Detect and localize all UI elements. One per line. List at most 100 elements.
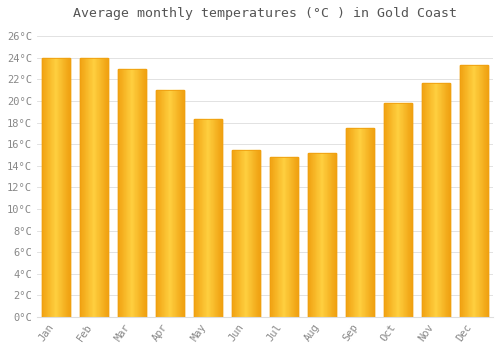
Bar [273,157,274,317]
Bar [58,58,59,317]
Bar [465,65,466,317]
Bar [320,153,321,317]
Bar [411,103,412,317]
Bar [435,83,436,317]
Bar [250,149,251,317]
Bar [477,65,478,317]
Bar [437,83,438,317]
Bar [333,153,334,317]
Bar [436,83,437,317]
Bar [368,128,369,317]
Bar [195,119,196,317]
Bar [100,58,102,317]
Bar [408,103,409,317]
Bar [462,65,463,317]
Bar [178,90,179,317]
Bar [240,149,241,317]
Bar [369,128,370,317]
Bar [86,58,87,317]
Bar [252,149,253,317]
Bar [331,153,332,317]
Bar [470,65,471,317]
Bar [42,58,70,317]
Bar [325,153,326,317]
Bar [140,69,141,317]
Bar [293,157,294,317]
Bar [479,65,480,317]
Bar [271,157,272,317]
Bar [244,149,245,317]
Bar [485,65,486,317]
Bar [66,58,67,317]
Bar [410,103,411,317]
Bar [167,90,168,317]
Bar [163,90,164,317]
Bar [324,153,325,317]
Bar [317,153,318,317]
Bar [194,119,222,317]
Bar [94,58,95,317]
Bar [447,83,448,317]
Bar [142,69,144,317]
Bar [366,128,367,317]
Bar [372,128,373,317]
Bar [463,65,464,317]
Bar [467,65,468,317]
Bar [471,65,472,317]
Bar [323,153,324,317]
Bar [102,58,103,317]
Bar [289,157,290,317]
Bar [57,58,58,317]
Bar [322,153,323,317]
Bar [291,157,292,317]
Bar [390,103,391,317]
Bar [157,90,158,317]
Bar [460,65,488,317]
Bar [60,58,61,317]
Bar [245,149,246,317]
Bar [349,128,350,317]
Bar [311,153,312,317]
Bar [384,103,412,317]
Bar [460,65,461,317]
Bar [251,149,252,317]
Bar [241,149,242,317]
Bar [128,69,129,317]
Bar [373,128,374,317]
Bar [282,157,283,317]
Bar [434,83,435,317]
Bar [428,83,429,317]
Bar [347,128,348,317]
Bar [232,149,260,317]
Bar [214,119,216,317]
Bar [294,157,295,317]
Bar [404,103,405,317]
Bar [164,90,166,317]
Bar [481,65,482,317]
Bar [444,83,445,317]
Bar [68,58,69,317]
Bar [364,128,365,317]
Bar [126,69,128,317]
Bar [175,90,176,317]
Bar [168,90,170,317]
Bar [197,119,198,317]
Bar [313,153,314,317]
Bar [247,149,248,317]
Bar [355,128,356,317]
Bar [105,58,106,317]
Bar [442,83,443,317]
Bar [328,153,329,317]
Bar [292,157,293,317]
Bar [80,58,82,317]
Bar [104,58,105,317]
Bar [351,128,352,317]
Bar [283,157,284,317]
Bar [433,83,434,317]
Bar [365,128,366,317]
Bar [253,149,254,317]
Bar [426,83,427,317]
Bar [216,119,217,317]
Bar [136,69,137,317]
Bar [358,128,359,317]
